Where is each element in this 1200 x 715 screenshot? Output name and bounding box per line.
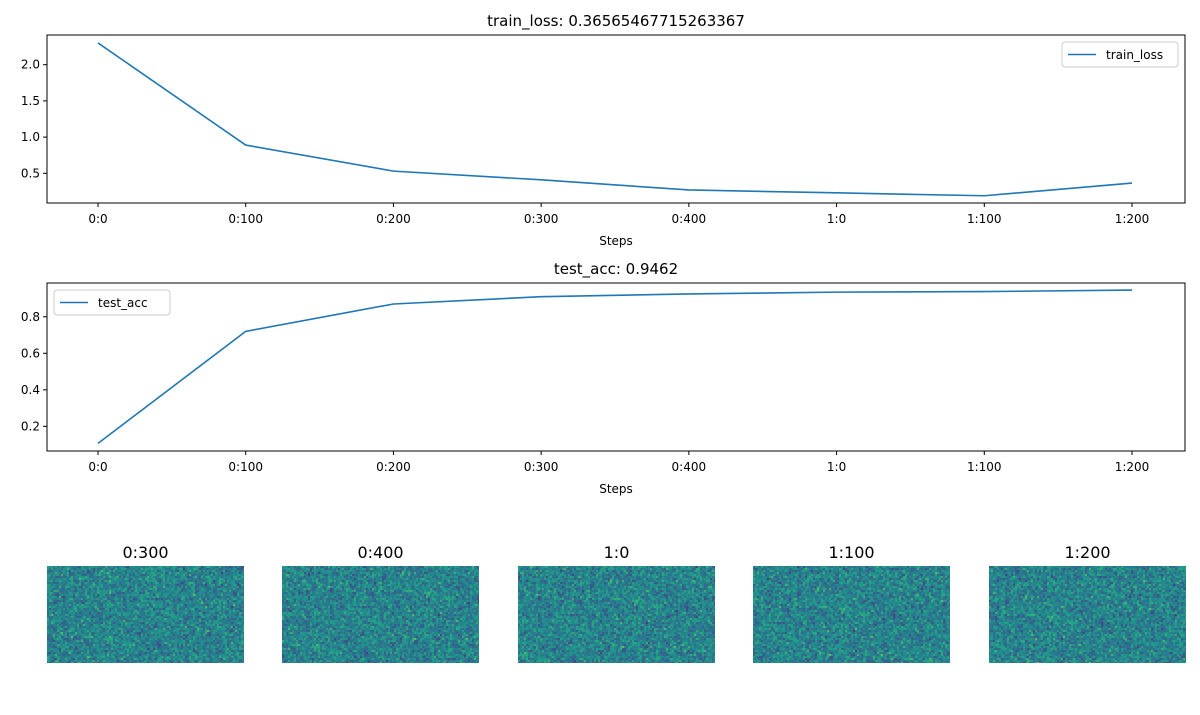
x-tick-label: 0:300 [524, 460, 559, 474]
x-tick-label: 1:200 [1115, 460, 1150, 474]
legend-box [53, 289, 171, 316]
y-tick-label: 0.5 [21, 166, 40, 180]
x-axis-label: Steps [599, 234, 633, 248]
y-tick-label: 0.4 [21, 383, 40, 397]
heatmap-title: 1:200 [1064, 543, 1111, 562]
line-charts: train_loss: 0.36565467715263367 0:0 0:100 0… [21, 12, 1186, 496]
x-tick-label: 1:0 [827, 212, 846, 226]
x-tick-label: 0:400 [672, 460, 707, 474]
chart-title: test_acc: 0.9462 [554, 260, 678, 279]
legend-label: train_loss [1106, 48, 1163, 62]
axes-frame [46, 282, 1186, 452]
series-line-test_acc [97, 289, 1133, 444]
legend-box [1061, 41, 1179, 68]
x-tick-label: 0:300 [524, 212, 559, 226]
x-tick-label: 0:100 [228, 460, 263, 474]
x-axis-label: Steps [599, 482, 633, 496]
heatmap-title: 0:400 [357, 543, 404, 562]
axes-frame [46, 34, 1186, 204]
x-tick-label: 0:0 [88, 460, 107, 474]
x-tick-label: 0:100 [228, 212, 263, 226]
heatmap-image [753, 566, 950, 663]
x-tick-label: 1:100 [967, 212, 1002, 226]
heatmap-title: 1:0 [603, 543, 630, 562]
x-tick-label: 1:200 [1115, 212, 1150, 226]
heatmap-title: 0:300 [122, 543, 169, 562]
x-tick-label: 0:200 [376, 212, 411, 226]
x-tick-label: 1:0 [827, 460, 846, 474]
y-tick-label: 1.0 [21, 130, 40, 144]
legend-label: test_acc [98, 296, 148, 310]
y-tick-label: 2.0 [21, 58, 40, 72]
y-tick-label: 0.8 [21, 310, 40, 324]
series-line-train_loss [97, 42, 1133, 197]
heatmap-image [47, 566, 244, 663]
x-tick-label: 0:200 [376, 460, 411, 474]
x-tick-label: 0:400 [672, 212, 707, 226]
chart-title: train_loss: 0.36565467715263367 [487, 12, 745, 31]
y-tick-label: 0.2 [21, 419, 40, 433]
heatmap-image [989, 566, 1186, 663]
heatmap-image [518, 566, 715, 663]
y-tick-label: 0.6 [21, 346, 40, 360]
x-tick-label: 0:0 [88, 212, 107, 226]
heatmap-image [282, 566, 479, 663]
y-tick-label: 1.5 [21, 94, 40, 108]
x-tick-label: 1:100 [967, 460, 1002, 474]
heatmap-title: 1:100 [828, 543, 875, 562]
